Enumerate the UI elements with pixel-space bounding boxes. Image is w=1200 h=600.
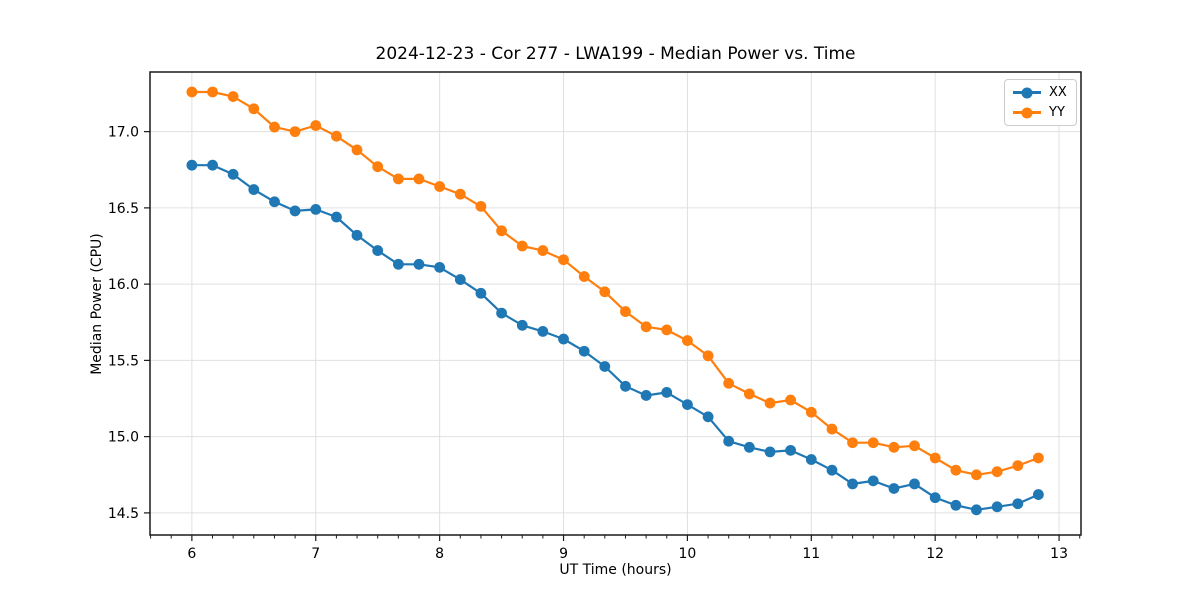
svg-text:11: 11 xyxy=(802,546,820,562)
y-axis-label: Median Power (CPU) xyxy=(89,233,105,375)
legend: XX YY xyxy=(1004,79,1077,126)
svg-text:14.5: 14.5 xyxy=(108,506,139,522)
legend-line-sample-yy xyxy=(1013,107,1041,118)
legend-label-xx: XX xyxy=(1049,85,1067,100)
svg-text:13: 13 xyxy=(1050,546,1068,562)
svg-text:7: 7 xyxy=(311,546,320,562)
svg-text:12: 12 xyxy=(926,546,944,562)
legend-marker-dot-yy xyxy=(1021,107,1033,118)
legend-label-yy: YY xyxy=(1049,105,1065,120)
svg-text:16.0: 16.0 xyxy=(108,277,139,293)
svg-text:6: 6 xyxy=(187,546,196,562)
svg-text:10: 10 xyxy=(679,546,697,562)
svg-text:16.5: 16.5 xyxy=(108,201,139,217)
legend-item-yy: YY xyxy=(1013,105,1067,120)
svg-text:15.5: 15.5 xyxy=(108,353,139,369)
legend-marker-dot-xx xyxy=(1021,87,1033,98)
svg-text:17.0: 17.0 xyxy=(108,125,139,141)
svg-text:15.0: 15.0 xyxy=(108,430,139,446)
legend-item-xx: XX xyxy=(1013,85,1067,100)
svg-text:8: 8 xyxy=(435,546,444,562)
svg-text:9: 9 xyxy=(559,546,568,562)
x-axis-label: UT Time (hours) xyxy=(559,562,672,578)
chart-title: 2024-12-23 - Cor 277 - LWA199 - Median P… xyxy=(375,44,856,64)
legend-line-sample-xx xyxy=(1013,87,1041,98)
